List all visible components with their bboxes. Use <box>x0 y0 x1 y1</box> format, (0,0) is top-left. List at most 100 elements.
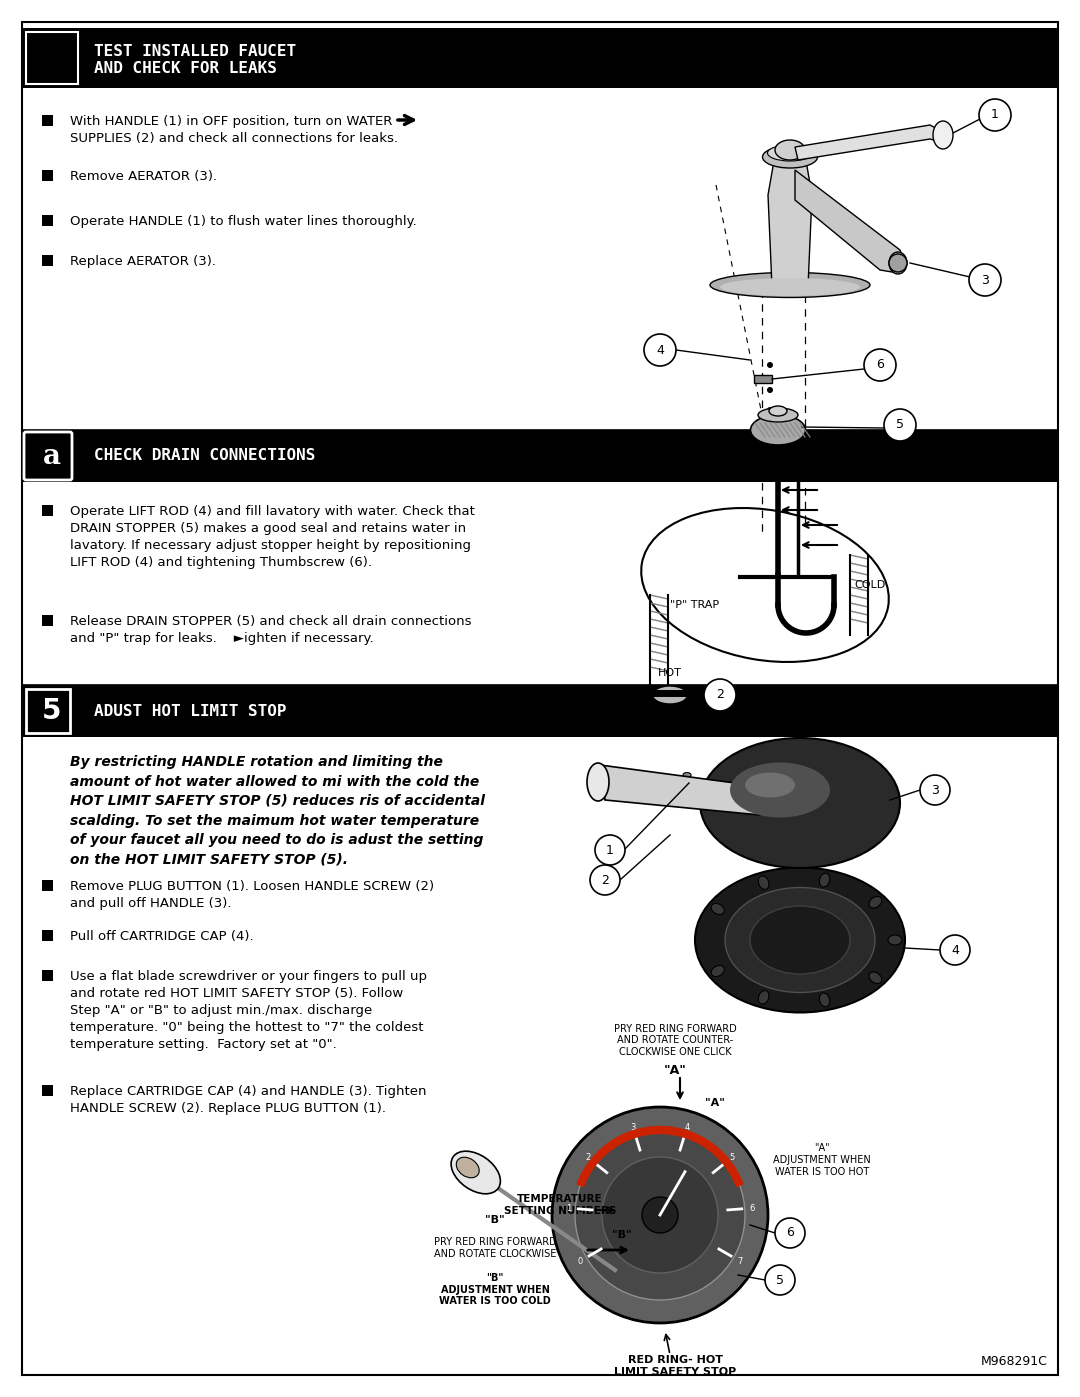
Text: 6: 6 <box>786 1227 794 1239</box>
Text: "B": "B" <box>485 1215 504 1225</box>
Bar <box>754 374 772 383</box>
Polygon shape <box>600 766 760 814</box>
Circle shape <box>590 865 620 895</box>
Text: a: a <box>43 443 60 469</box>
Ellipse shape <box>456 1157 480 1178</box>
Circle shape <box>767 362 773 367</box>
Text: CHECK DRAIN CONNECTIONS: CHECK DRAIN CONNECTIONS <box>94 448 315 464</box>
Bar <box>42 504 53 515</box>
Circle shape <box>775 1218 805 1248</box>
Text: 4: 4 <box>656 344 664 356</box>
Text: 7: 7 <box>737 1256 742 1266</box>
Ellipse shape <box>750 907 850 974</box>
Text: HOT: HOT <box>658 668 681 678</box>
Ellipse shape <box>769 407 787 416</box>
Text: RED RING- HOT
LIMIT SAFETY STOP: RED RING- HOT LIMIT SAFETY STOP <box>613 1355 737 1376</box>
Text: Operate HANDLE (1) to flush water lines thoroughly.: Operate HANDLE (1) to flush water lines … <box>70 215 417 228</box>
Ellipse shape <box>588 763 609 800</box>
Text: "P" TRAP: "P" TRAP <box>671 599 719 610</box>
Circle shape <box>864 349 896 381</box>
Circle shape <box>642 1197 678 1234</box>
Bar <box>22 430 1058 482</box>
Text: 3: 3 <box>631 1123 635 1132</box>
Text: M968291C: M968291C <box>981 1355 1048 1368</box>
Text: PRY RED RING FORWARD
AND ROTATE CLOCKWISE: PRY RED RING FORWARD AND ROTATE CLOCKWIS… <box>434 1236 556 1259</box>
Text: 2: 2 <box>585 1153 591 1162</box>
Text: Replace AERATOR (3).: Replace AERATOR (3). <box>70 256 216 268</box>
Text: 2: 2 <box>716 689 724 701</box>
Ellipse shape <box>869 972 881 983</box>
Text: 1: 1 <box>991 109 999 122</box>
Bar <box>26 689 70 733</box>
Text: 4: 4 <box>685 1123 690 1132</box>
Text: Pull off CARTRIDGE CAP (4).: Pull off CARTRIDGE CAP (4). <box>70 930 254 943</box>
Text: 6: 6 <box>876 359 883 372</box>
Text: Replace CARTRIDGE CAP (4) and HANDLE (3). Tighten
HANDLE SCREW (2). Replace PLUG: Replace CARTRIDGE CAP (4) and HANDLE (3)… <box>70 1085 427 1115</box>
Circle shape <box>595 835 625 865</box>
Text: 2: 2 <box>602 873 609 887</box>
Ellipse shape <box>869 897 881 908</box>
Ellipse shape <box>700 738 900 868</box>
Circle shape <box>889 254 907 272</box>
Bar <box>26 32 78 84</box>
Bar <box>42 1085 53 1097</box>
Bar <box>42 256 53 265</box>
Circle shape <box>575 1130 745 1301</box>
Bar <box>22 685 1058 738</box>
Ellipse shape <box>725 887 875 992</box>
Ellipse shape <box>775 140 805 161</box>
Circle shape <box>978 99 1011 131</box>
Ellipse shape <box>451 1151 500 1194</box>
Polygon shape <box>768 155 812 286</box>
Text: "A": "A" <box>663 1065 687 1077</box>
Text: 4: 4 <box>951 943 959 957</box>
Text: Release DRAIN STOPPER (5) and check all drain connections
and "P" trap for leaks: Release DRAIN STOPPER (5) and check all … <box>70 615 472 645</box>
Ellipse shape <box>711 904 725 915</box>
Text: 5: 5 <box>777 1274 784 1287</box>
Circle shape <box>969 264 1001 296</box>
Text: By restricting HANDLE rotation and limiting the
amount of hot water allowed to m: By restricting HANDLE rotation and limit… <box>70 754 485 866</box>
Circle shape <box>767 407 773 414</box>
Text: TEMPERATURE
SETTING NUMBERS: TEMPERATURE SETTING NUMBERS <box>503 1194 617 1215</box>
Ellipse shape <box>745 773 795 798</box>
Ellipse shape <box>889 251 907 274</box>
Bar <box>42 115 53 126</box>
Text: PRY RED RING FORWARD
AND ROTATE COUNTER-
CLOCKWISE ONE CLICK: PRY RED RING FORWARD AND ROTATE COUNTER-… <box>613 1024 737 1058</box>
Ellipse shape <box>933 122 953 149</box>
Circle shape <box>552 1106 768 1323</box>
Ellipse shape <box>888 935 902 944</box>
FancyBboxPatch shape <box>24 432 72 481</box>
Ellipse shape <box>758 876 769 890</box>
Text: Use a flat blade screwdriver or your fingers to pull up
and rotate red HOT LIMIT: Use a flat blade screwdriver or your fin… <box>70 970 427 1051</box>
Text: 1: 1 <box>606 844 613 856</box>
Text: 3: 3 <box>931 784 939 796</box>
Text: 5: 5 <box>896 419 904 432</box>
Text: "B": "B" <box>612 1229 632 1241</box>
Ellipse shape <box>820 873 829 887</box>
Bar <box>42 170 53 182</box>
Circle shape <box>885 409 916 441</box>
Text: 3: 3 <box>981 274 989 286</box>
Text: 0: 0 <box>578 1256 583 1266</box>
Ellipse shape <box>762 147 818 168</box>
Ellipse shape <box>730 763 831 817</box>
Circle shape <box>920 775 950 805</box>
Polygon shape <box>795 170 905 272</box>
Ellipse shape <box>711 965 725 977</box>
Ellipse shape <box>683 773 691 778</box>
Bar <box>42 930 53 942</box>
Text: ADUST HOT LIMIT STOP: ADUST HOT LIMIT STOP <box>94 704 286 718</box>
Ellipse shape <box>710 272 870 298</box>
Text: With HANDLE (1) in OFF position, turn on WATER
SUPPLIES (2) and check all connec: With HANDLE (1) in OFF position, turn on… <box>70 115 399 145</box>
Ellipse shape <box>652 686 688 704</box>
Bar <box>42 215 53 226</box>
Ellipse shape <box>758 990 769 1004</box>
Ellipse shape <box>768 145 812 161</box>
Text: "A"
ADJUSTMENT WHEN
WATER IS TOO HOT: "A" ADJUSTMENT WHEN WATER IS TOO HOT <box>773 1143 870 1176</box>
Bar <box>22 28 1058 88</box>
Text: TEST INSTALLED FAUCET: TEST INSTALLED FAUCET <box>94 43 296 59</box>
Circle shape <box>940 935 970 965</box>
Text: 6: 6 <box>750 1204 755 1213</box>
Ellipse shape <box>696 868 905 1013</box>
Text: Remove AERATOR (3).: Remove AERATOR (3). <box>70 170 217 183</box>
